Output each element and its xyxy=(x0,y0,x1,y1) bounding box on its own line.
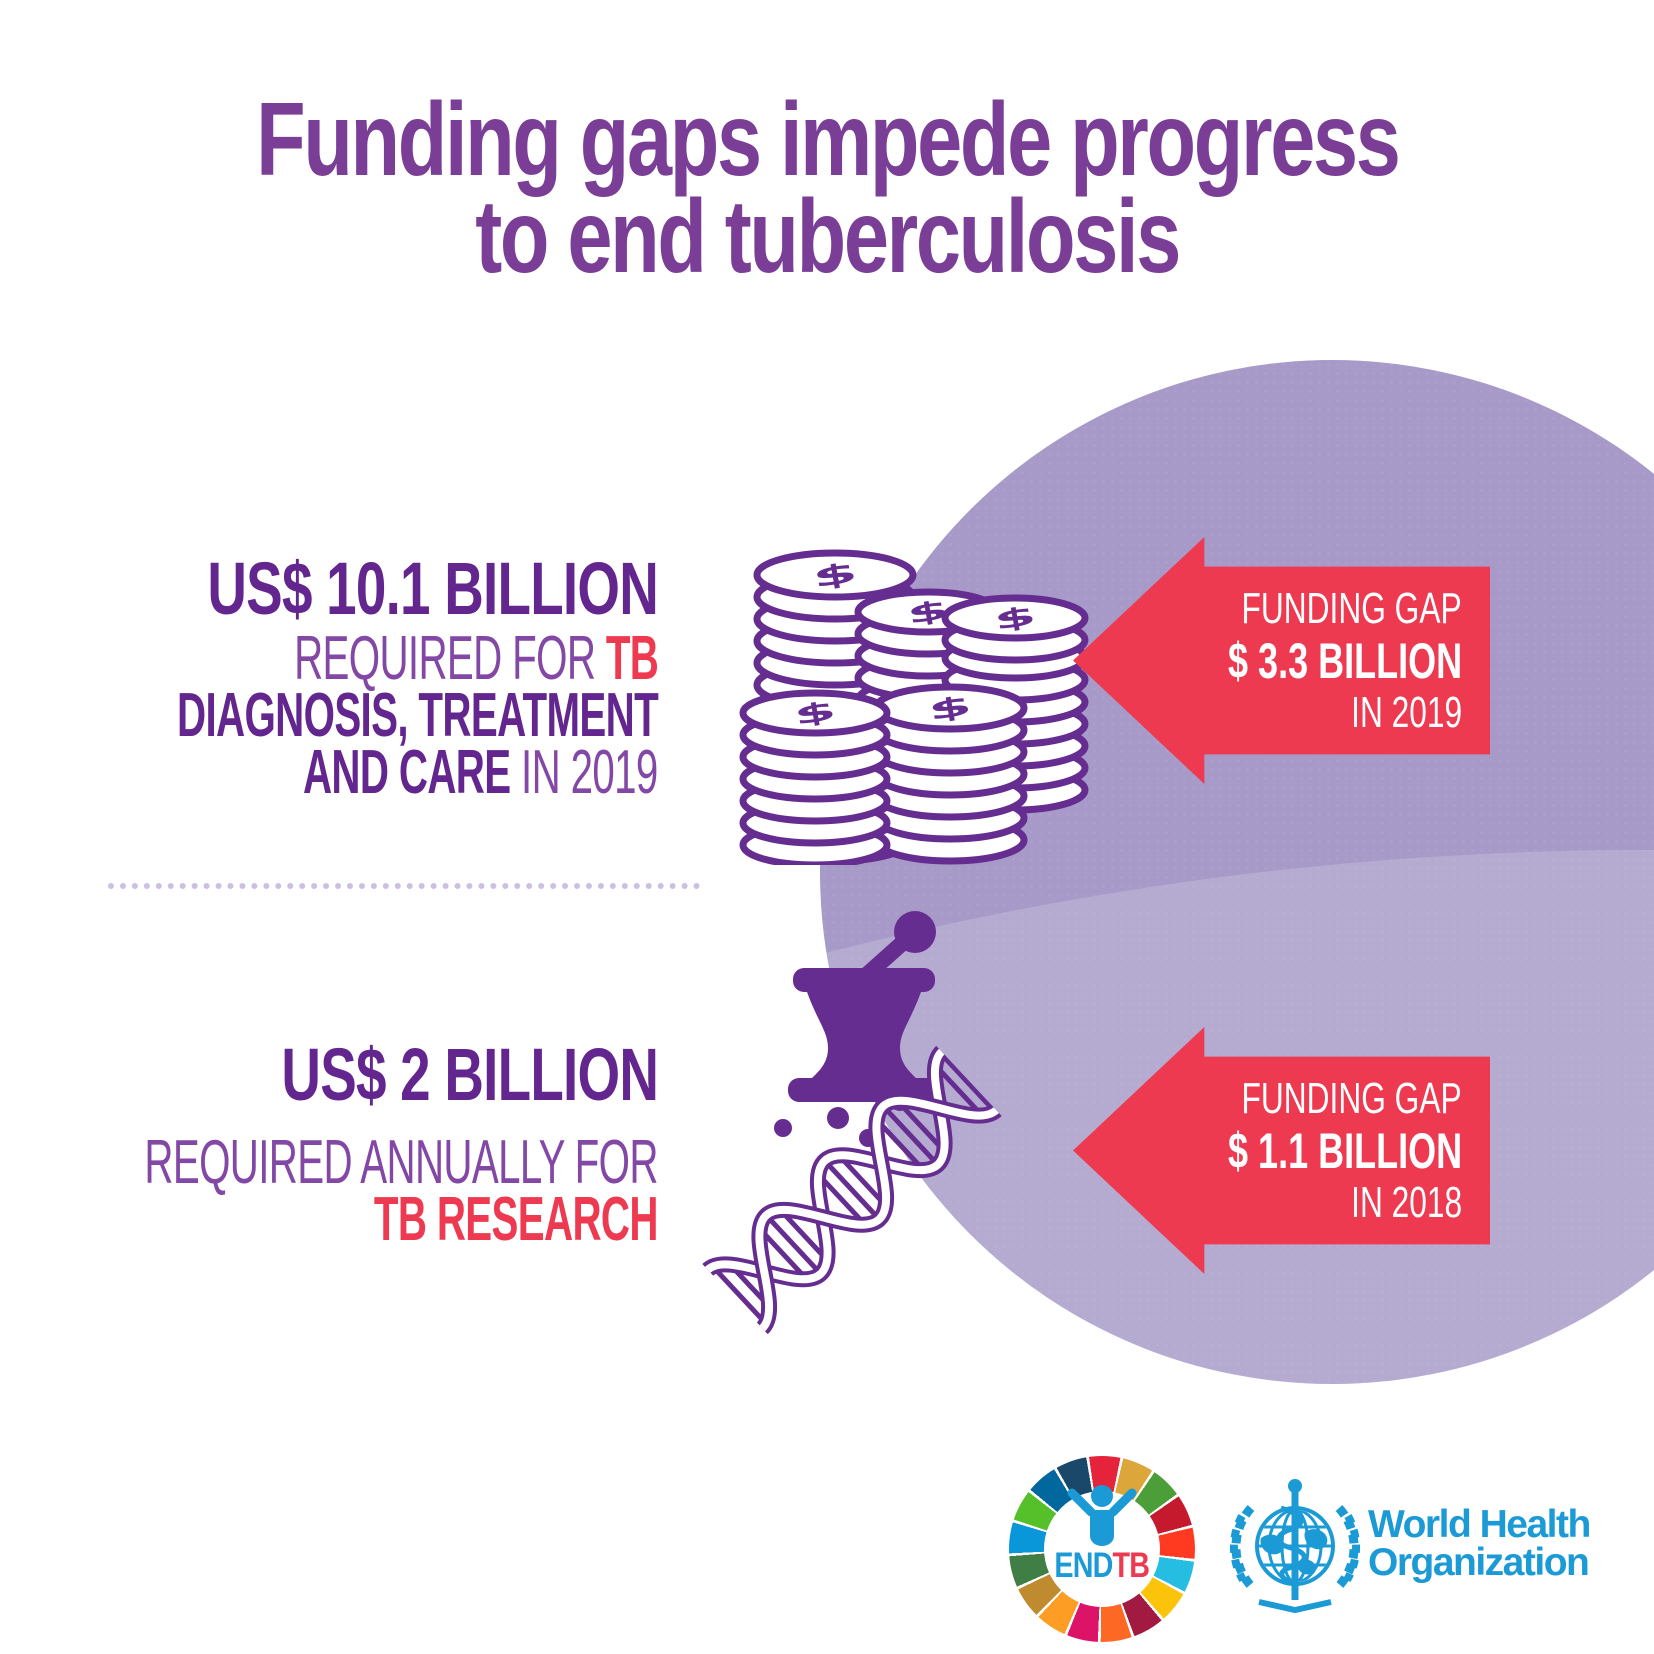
coin-stack-front-right xyxy=(872,683,1028,865)
who-wordmark: World Health Organization xyxy=(1368,1503,1591,1584)
coin-stack-front-left xyxy=(739,689,891,865)
arrow2-label: FUNDING GAP xyxy=(1241,1073,1462,1123)
stat1-line4-light: IN 2019 xyxy=(510,738,658,807)
who-wordmark-line1: World Health xyxy=(1368,1503,1591,1546)
arrow1-amount: $ 3.3 BILLION xyxy=(1227,632,1462,689)
stat2-amount: US$ 2 BILLION xyxy=(281,1033,659,1116)
stat1-amount: US$ 10.1 BILLION xyxy=(207,547,658,630)
laurel-wreath xyxy=(1229,1504,1361,1614)
who-wordmark-line2: Organization xyxy=(1368,1541,1590,1584)
dollar-icon: $ xyxy=(905,594,952,631)
stat-block-tb-care: US$ 10.1 BILLION REQUIRED FOR TB DIAGNOS… xyxy=(0,547,659,804)
powder-dot xyxy=(774,1119,792,1137)
stat1-line4-bold: AND CARE xyxy=(303,738,511,807)
dollar-icon: $ xyxy=(792,695,839,732)
endtb-end-text: END xyxy=(1054,1546,1114,1585)
arrow2-period: IN 2018 xyxy=(1351,1177,1462,1227)
asclepius-serpent xyxy=(1276,1505,1307,1585)
pestle-knob xyxy=(894,911,936,953)
stat1-line2-red: TB xyxy=(605,624,659,693)
page-title: Funding gaps impede progress to end tube… xyxy=(0,82,1654,295)
dna-helix-icon xyxy=(702,1045,1002,1335)
stat1-line2-light: REQUIRED FOR xyxy=(293,624,606,693)
dollar-icon: $ xyxy=(926,689,974,727)
arrow2-amount: $ 1.1 BILLION xyxy=(1227,1122,1462,1179)
dotted-divider xyxy=(108,883,700,889)
dollar-icon: $ xyxy=(810,555,860,594)
powder-dot xyxy=(827,1107,849,1129)
dollar-icon: $ xyxy=(992,600,1039,637)
mortar-rim xyxy=(793,968,935,992)
arrow1-label: FUNDING GAP xyxy=(1241,583,1462,633)
stat2-line2-light: REQUIRED ANNUALLY FOR xyxy=(144,1128,659,1197)
page-title-line2: to end tuberculosis xyxy=(475,179,1181,295)
who-emblem-icon xyxy=(1229,1479,1361,1614)
person-raised-arms-icon xyxy=(1067,1485,1137,1546)
page-title-line1: Funding gaps impede progress xyxy=(255,82,1401,198)
endtb-wordmark: ENDTB xyxy=(1009,1546,1195,1586)
background-circle xyxy=(820,360,1654,1384)
coin-stacks-icon: $ $ $ $ $ xyxy=(739,549,1089,865)
stat-block-tb-research: US$ 2 BILLION REQUIRED ANNUALLY FOR TB R… xyxy=(0,1033,659,1251)
endtb-tb-text: TB xyxy=(1112,1546,1150,1585)
mortar-pestle-icon xyxy=(774,911,940,1147)
arrow1-period: IN 2019 xyxy=(1351,687,1462,737)
stat2-line3-red: TB RESEARCH xyxy=(374,1185,659,1254)
stat1-line3: DIAGNOSIS, TREATMENT xyxy=(176,681,659,750)
mortar-body xyxy=(807,992,921,1080)
